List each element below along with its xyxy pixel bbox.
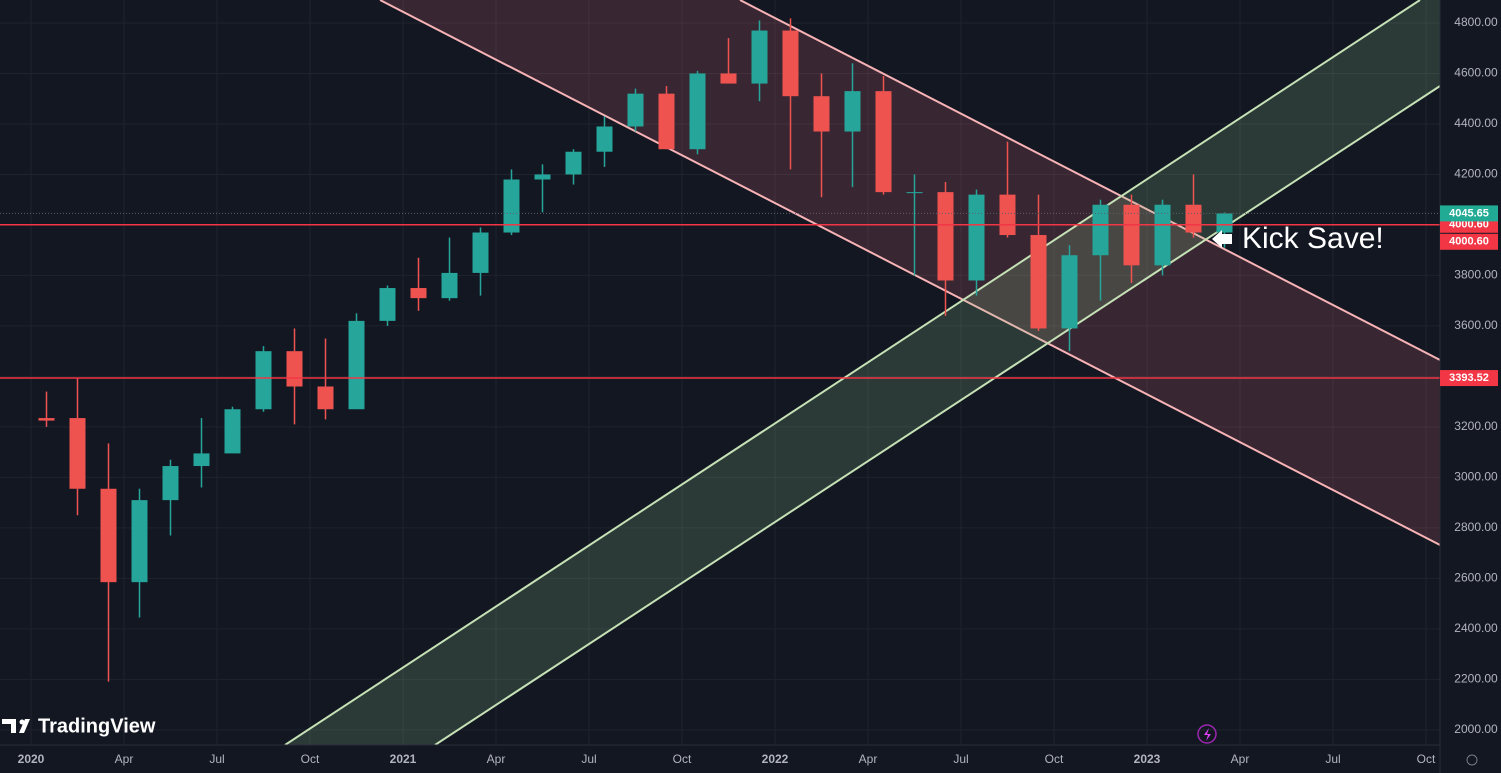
candle-body (844, 91, 861, 132)
candle-body (1092, 204, 1109, 256)
candle-body (875, 91, 892, 193)
price-label: 4000.60 (1449, 236, 1489, 248)
candle-body (472, 232, 489, 273)
candle-body (131, 500, 148, 583)
settings-icon[interactable] (1466, 754, 1478, 766)
y-tick-label: 4200.00 (1454, 167, 1498, 181)
candle-body (751, 30, 768, 84)
candle-body (255, 351, 272, 410)
candle-body (1061, 255, 1078, 329)
candle-body (534, 174, 551, 180)
y-tick-label: 2400.00 (1454, 621, 1498, 635)
candle-body (379, 288, 396, 321)
arrow (1212, 230, 1232, 248)
channel-line (434, 85, 1440, 745)
x-tick-label: Jul (581, 752, 596, 766)
channel-line (284, 0, 1421, 745)
rising-channel (285, 0, 1440, 745)
candle-body (162, 466, 179, 501)
x-tick-label: Apr (115, 752, 134, 766)
price-label: 4045.65 (1449, 207, 1489, 219)
candle-body (69, 418, 86, 489)
x-tick-label: Apr (859, 752, 878, 766)
price-axis (1440, 0, 1501, 773)
y-tick-label: 2800.00 (1454, 520, 1498, 534)
x-tick-label: 2022 (762, 752, 789, 766)
x-tick-label: Oct (1045, 752, 1064, 766)
x-tick-label: Apr (487, 752, 506, 766)
candle-body (1185, 204, 1202, 233)
candle-body (782, 30, 799, 97)
candle-body (286, 351, 303, 387)
y-tick-label: 3600.00 (1454, 318, 1498, 332)
candle-body (193, 453, 210, 467)
y-tick-label: 4800.00 (1454, 15, 1498, 29)
y-tick-label: 3000.00 (1454, 470, 1498, 484)
candle-body (224, 409, 241, 454)
candle-body (689, 73, 706, 150)
y-tick-label: 4400.00 (1454, 116, 1498, 130)
price-label-box (1440, 370, 1498, 387)
logo (2, 719, 30, 733)
price-label-box (1440, 233, 1498, 250)
candle-body (658, 93, 675, 150)
x-tick-label: 2021 (390, 752, 417, 766)
candle-body (813, 96, 830, 132)
marks (0, 18, 1440, 682)
icon (1204, 728, 1211, 741)
price-label: 4000.60 (1449, 219, 1489, 231)
candle-body (317, 386, 334, 410)
candle-body (627, 93, 644, 127)
price-label-box (1440, 205, 1498, 222)
x-tick-label: Jul (209, 752, 224, 766)
x-tick-label: Oct (1417, 752, 1436, 766)
x-tick-label: Apr (1231, 752, 1250, 766)
watermark: TradingView (38, 715, 156, 737)
candle-body (100, 488, 117, 583)
x-tick-label: 2023 (1134, 752, 1161, 766)
price-label: 3393.52 (1449, 372, 1489, 384)
icon (1197, 724, 1217, 744)
y-tick-label: 2000.00 (1454, 722, 1498, 736)
x-tick-label: Jul (1325, 752, 1340, 766)
x-tick-label: 2020 (18, 752, 45, 766)
axes: 2000.00 2200.00 2400.00 2600.00 2800.00 3000.… (18, 15, 1498, 766)
x-tick-label: Oct (673, 752, 692, 766)
candle-body (565, 151, 582, 175)
candle-body (38, 418, 55, 421)
x-tick-label: Jul (953, 752, 968, 766)
candle-body (906, 192, 923, 194)
candle-body (720, 73, 737, 84)
candle-body (348, 320, 365, 410)
candle-body (1123, 204, 1140, 266)
candle-body (968, 194, 985, 281)
y-tick-label: 2600.00 (1454, 571, 1498, 585)
candle-body (937, 192, 954, 281)
y-tick-label: 3200.00 (1454, 419, 1498, 433)
y-tick-label: 3800.00 (1454, 268, 1498, 282)
channel-line (379, 0, 1440, 546)
candle-body (596, 126, 613, 152)
candle-body (1154, 204, 1171, 266)
candle-body (441, 272, 458, 299)
candle-body (410, 288, 427, 299)
annotation: Kick Save! (1242, 222, 1384, 255)
channels (284, 0, 1440, 745)
channel-line (739, 0, 1440, 361)
candle-body (999, 194, 1016, 236)
x-tick-label: Oct (301, 752, 320, 766)
y-tick-label: 4600.00 (1454, 66, 1498, 80)
candle-body (1030, 235, 1047, 329)
y-tick-label: 2200.00 (1454, 672, 1498, 686)
candle-body (1216, 213, 1233, 233)
candle-body (503, 179, 520, 233)
